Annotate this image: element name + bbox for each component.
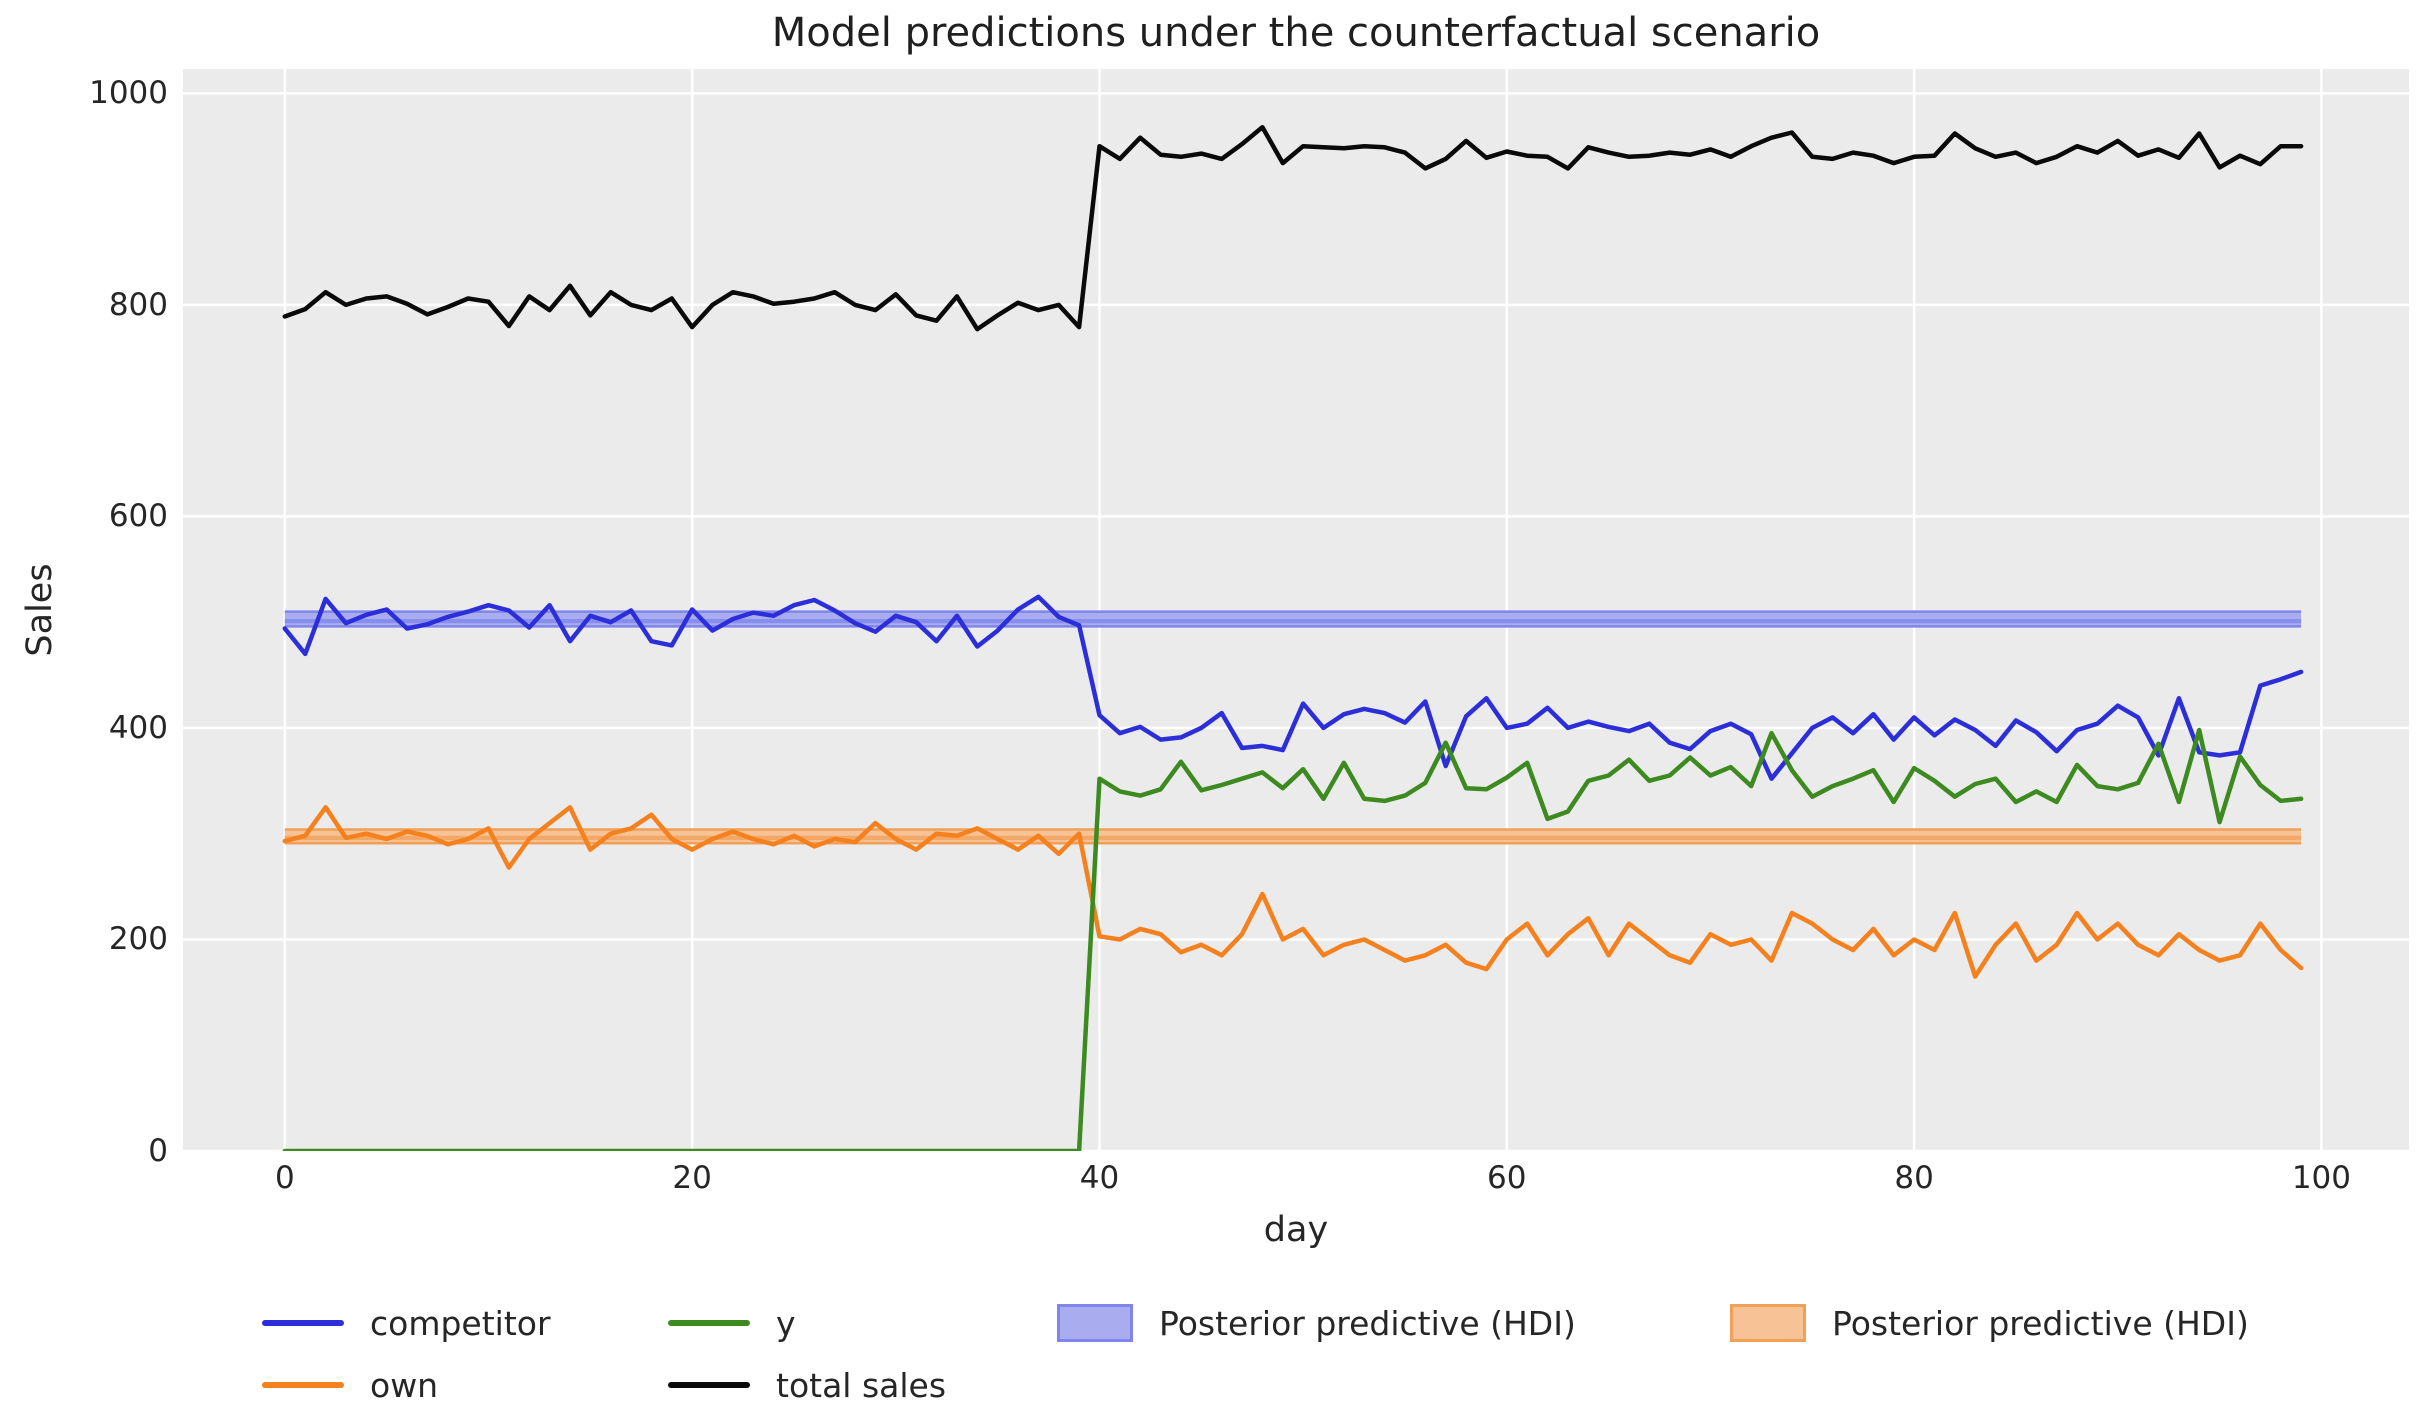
- y-tick-label-800: 800: [108, 286, 168, 323]
- legend-patch-swatch-posterior-predictive-hdi-3: [1730, 1304, 1806, 1342]
- legend-patch-swatch-posterior-predictive-hdi-2: [1057, 1304, 1133, 1342]
- x-tick-label-0: 0: [274, 1160, 295, 1196]
- x-tick-label-60: 60: [1487, 1160, 1527, 1196]
- legend-label: Posterior predictive (HDI): [1832, 1303, 2249, 1343]
- legend-label: total sales: [776, 1365, 947, 1405]
- x-tick-label-20: 20: [672, 1160, 712, 1196]
- hdi-band-inner-competitor: [284, 618, 2302, 624]
- legend-label: own: [370, 1365, 439, 1405]
- plot-canvas: [183, 69, 2409, 1151]
- legend-label: y: [776, 1303, 796, 1343]
- legend-item-own: own: [262, 1362, 438, 1408]
- y-tick-label-400: 400: [108, 709, 168, 746]
- x-axis-label: day: [1263, 1210, 1329, 1250]
- legend-item-total-sales: total sales: [668, 1362, 946, 1408]
- legend-item-posterior-predictive-hdi-2: Posterior predictive (HDI): [1730, 1300, 2249, 1346]
- legend-label: Posterior predictive (HDI): [1159, 1303, 1576, 1343]
- y-tick-label-600: 600: [108, 498, 168, 535]
- line-total-sales: [282, 124, 2304, 332]
- legend-line-swatch-own: [262, 1382, 344, 1388]
- y-axis-label: Sales: [20, 563, 60, 657]
- legend-line-swatch-total-sales: [668, 1382, 750, 1388]
- y-tick-label-1000: 1000: [89, 75, 168, 112]
- x-tick-label-80: 80: [1894, 1160, 1934, 1196]
- legend-item-competitor: competitor: [262, 1300, 551, 1346]
- line-y: [282, 727, 2304, 1151]
- plot-area: [183, 69, 2409, 1151]
- y-tick-label-200: 200: [108, 921, 168, 958]
- legend-item-y: y: [668, 1300, 796, 1346]
- line-competitor: [282, 594, 2304, 781]
- chart-title: Model predictions under the counterfactu…: [771, 10, 1821, 56]
- legend-item-posterior-predictive-hdi: Posterior predictive (HDI): [1057, 1300, 1576, 1346]
- y-tick-label-0: 0: [148, 1133, 168, 1169]
- x-tick-label-40: 40: [1079, 1160, 1120, 1196]
- legend-line-swatch-competitor: [262, 1320, 344, 1326]
- x-tick-label-100: 100: [2291, 1160, 2352, 1196]
- legend-label: competitor: [370, 1303, 551, 1343]
- legend-line-swatch-y: [668, 1320, 750, 1326]
- hdi-band-inner-own: [284, 835, 2302, 841]
- line-own: [282, 805, 2304, 979]
